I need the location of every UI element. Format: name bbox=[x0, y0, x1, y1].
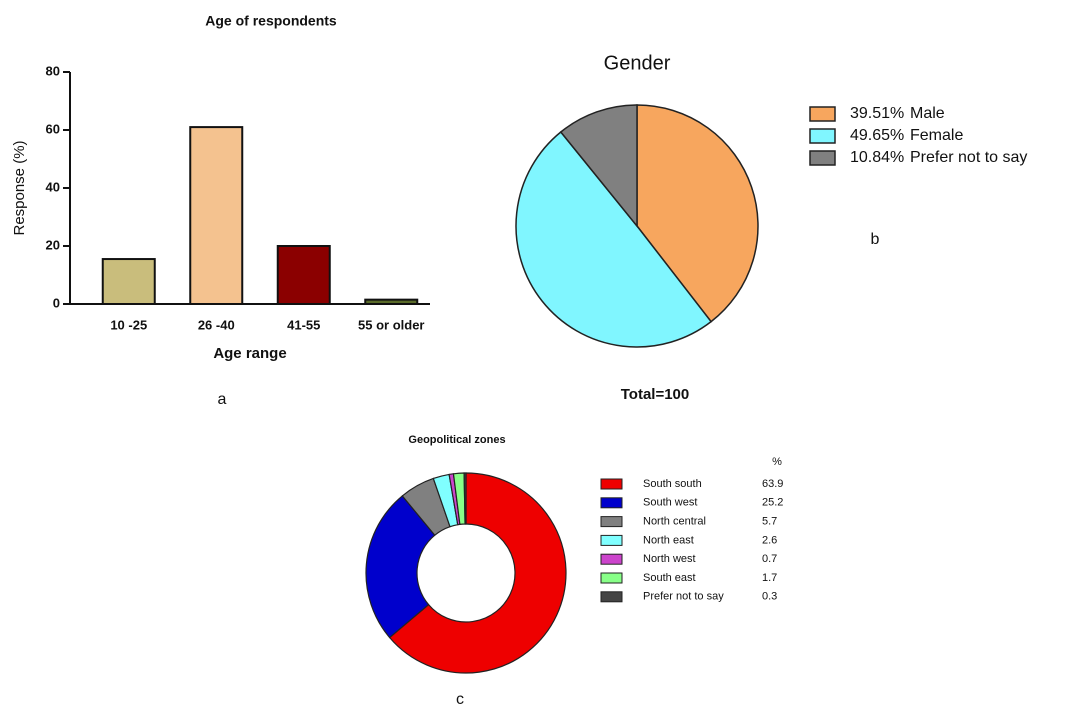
legend-value: 1.7 bbox=[762, 572, 777, 584]
legend-swatch bbox=[809, 106, 836, 122]
x-axis-label: Age range bbox=[213, 345, 286, 362]
annotation: Total=100 bbox=[621, 386, 690, 403]
x-tick-label: 10 -25 bbox=[110, 317, 147, 332]
legend-swatch bbox=[600, 516, 623, 528]
legend-swatch bbox=[600, 497, 623, 509]
legend-value: 49.65% bbox=[850, 127, 904, 144]
legend-value: 39.51% bbox=[850, 105, 904, 122]
legend-value: 0.3 bbox=[762, 591, 777, 603]
x-tick-label: 55 or older bbox=[358, 317, 424, 332]
donut-slice bbox=[463, 472, 467, 525]
pie-slice bbox=[515, 130, 713, 348]
legend-header: % bbox=[772, 456, 782, 468]
legend-swatch bbox=[600, 553, 623, 565]
x-tick-label: 41-55 bbox=[287, 317, 320, 332]
legend-value: 2.6 bbox=[762, 534, 777, 546]
legend-label: North central bbox=[643, 516, 706, 528]
legend-swatch bbox=[600, 534, 623, 546]
y-tick-label: 80 bbox=[46, 63, 60, 78]
legend-swatch bbox=[600, 478, 623, 490]
x-tick-label: 26 -40 bbox=[198, 317, 235, 332]
y-tick-label: 20 bbox=[46, 237, 60, 252]
legend-swatch bbox=[809, 128, 836, 144]
chart-title: Gender bbox=[604, 52, 671, 74]
chart-title: Age of respondents bbox=[205, 13, 337, 29]
bar bbox=[364, 298, 419, 305]
legend-label: South east bbox=[643, 572, 696, 584]
legend-value: 0.7 bbox=[762, 553, 777, 565]
panel-label: c bbox=[456, 691, 464, 708]
legend-value: 10.84% bbox=[850, 149, 904, 166]
y-axis-label: Response (%) bbox=[11, 140, 28, 235]
legend-value: 25.2 bbox=[762, 497, 783, 509]
y-tick-label: 60 bbox=[46, 121, 60, 136]
pie-slice bbox=[636, 104, 759, 323]
bar bbox=[276, 245, 331, 305]
legend-label: Prefer not to say bbox=[643, 591, 724, 603]
legend-label: North east bbox=[643, 534, 694, 546]
legend-value: 63.9 bbox=[762, 478, 783, 490]
panel-label: b bbox=[871, 231, 880, 248]
legend-label: South south bbox=[643, 478, 702, 490]
donut-slice bbox=[365, 495, 436, 639]
donut-slice bbox=[388, 472, 567, 674]
bar bbox=[189, 126, 244, 305]
legend-swatch bbox=[809, 150, 836, 166]
legend-label: North west bbox=[643, 553, 696, 565]
legend-label: South west bbox=[643, 497, 697, 509]
legend-label: Male bbox=[910, 105, 945, 122]
y-tick-label: 40 bbox=[46, 179, 60, 194]
legend-swatch bbox=[600, 591, 623, 603]
y-tick-label: 0 bbox=[53, 295, 60, 310]
legend-swatch bbox=[600, 572, 623, 584]
panel-label: a bbox=[218, 391, 227, 408]
chart-title: Geopolitical zones bbox=[408, 434, 505, 446]
bar bbox=[101, 258, 156, 305]
legend-label: Female bbox=[910, 127, 963, 144]
legend-label: Prefer not to say bbox=[910, 149, 1027, 166]
legend-value: 5.7 bbox=[762, 516, 777, 528]
pie-slice bbox=[559, 104, 638, 229]
